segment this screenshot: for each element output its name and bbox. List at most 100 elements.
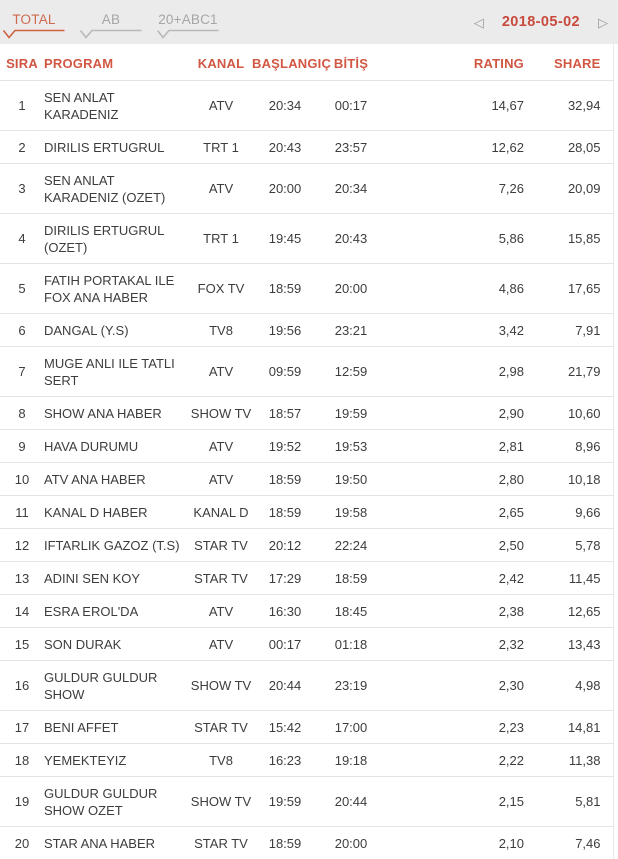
row-rank: 10 bbox=[0, 462, 44, 496]
tab-ab-label: AB bbox=[101, 12, 121, 27]
row-channel: FOX TV bbox=[190, 263, 252, 314]
tab-bar: TOTAL AB 20+ABC1 ◁ 2018-05-02 ▷ bbox=[0, 0, 618, 44]
row-channel: ATV bbox=[190, 429, 252, 463]
row-program: STAR ANA HABER bbox=[44, 826, 190, 859]
row-channel: STAR TV bbox=[190, 826, 252, 859]
row-share: 5,78 bbox=[524, 528, 613, 562]
row-rating: 2,81 bbox=[384, 429, 524, 463]
row-end-time: 22:24 bbox=[318, 528, 384, 562]
row-rating: 7,26 bbox=[384, 163, 524, 214]
row-program: YEMEKTEYIZ bbox=[44, 743, 190, 777]
row-end-time: 18:45 bbox=[318, 594, 384, 628]
table-row: 2 DIRILIS ERTUGRUL TRT 1 20:43 23:57 12,… bbox=[0, 130, 613, 164]
row-share: 12,65 bbox=[524, 594, 613, 628]
ratings-table: SIRA PROGRAM KANAL BAŞLANGIÇ BİTİŞ RATIN… bbox=[0, 44, 614, 859]
row-start-time: 19:56 bbox=[252, 313, 318, 347]
tab-20abc1[interactable]: 20+ABC1 bbox=[157, 5, 219, 39]
row-program: DIRILIS ERTUGRUL (OZET) bbox=[44, 213, 190, 264]
row-program: IFTARLIK GAZOZ (T.S) bbox=[44, 528, 190, 562]
row-program: ADINI SEN KOY bbox=[44, 561, 190, 595]
row-program: BENI AFFET bbox=[44, 710, 190, 744]
row-end-time: 23:57 bbox=[318, 130, 384, 164]
row-start-time: 18:57 bbox=[252, 396, 318, 430]
tab-total[interactable]: TOTAL bbox=[3, 5, 65, 39]
row-end-time: 20:43 bbox=[318, 213, 384, 264]
row-end-time: 20:00 bbox=[318, 263, 384, 314]
row-rank: 16 bbox=[0, 660, 44, 711]
row-share: 5,81 bbox=[524, 776, 613, 827]
row-rank: 20 bbox=[0, 826, 44, 859]
tab-20abc1-label: 20+ABC1 bbox=[158, 12, 218, 27]
row-start-time: 17:29 bbox=[252, 561, 318, 595]
table-row: 8 SHOW ANA HABER SHOW TV 18:57 19:59 2,9… bbox=[0, 396, 613, 430]
table-row: 16 GULDUR GULDUR SHOW SHOW TV 20:44 23:1… bbox=[0, 660, 613, 711]
row-rating: 2,90 bbox=[384, 396, 524, 430]
row-start-time: 16:30 bbox=[252, 594, 318, 628]
row-start-time: 19:45 bbox=[252, 213, 318, 264]
row-rating: 2,30 bbox=[384, 660, 524, 711]
column-header-program: PROGRAM bbox=[44, 44, 190, 81]
table-row: 14 ESRA EROL'DA ATV 16:30 18:45 2,38 12,… bbox=[0, 594, 613, 628]
row-rating: 2,42 bbox=[384, 561, 524, 595]
row-start-time: 18:59 bbox=[252, 263, 318, 314]
row-program: SEN ANLAT KARADENIZ bbox=[44, 80, 190, 131]
row-channel: TRT 1 bbox=[190, 130, 252, 164]
row-program: SHOW ANA HABER bbox=[44, 396, 190, 430]
row-rank: 18 bbox=[0, 743, 44, 777]
row-rating: 2,22 bbox=[384, 743, 524, 777]
row-start-time: 20:44 bbox=[252, 660, 318, 711]
row-rank: 2 bbox=[0, 130, 44, 164]
previous-date-arrow-icon[interactable]: ◁ bbox=[473, 14, 484, 30]
row-rating: 2,32 bbox=[384, 627, 524, 661]
row-rating: 2,23 bbox=[384, 710, 524, 744]
row-end-time: 19:53 bbox=[318, 429, 384, 463]
row-channel: ATV bbox=[190, 627, 252, 661]
tab-underline-check-icon bbox=[80, 29, 142, 39]
row-channel: STAR TV bbox=[190, 561, 252, 595]
row-start-time: 20:00 bbox=[252, 163, 318, 214]
row-rating: 5,86 bbox=[384, 213, 524, 264]
row-program: GULDUR GULDUR SHOW OZET bbox=[44, 776, 190, 827]
row-channel: TV8 bbox=[190, 313, 252, 347]
row-start-time: 20:34 bbox=[252, 80, 318, 131]
table-row: 13 ADINI SEN KOY STAR TV 17:29 18:59 2,4… bbox=[0, 561, 613, 595]
row-share: 8,96 bbox=[524, 429, 613, 463]
table-row: 11 KANAL D HABER KANAL D 18:59 19:58 2,6… bbox=[0, 495, 613, 529]
table-row: 12 IFTARLIK GAZOZ (T.S) STAR TV 20:12 22… bbox=[0, 528, 613, 562]
table-row: 6 DANGAL (Y.S) TV8 19:56 23:21 3,42 7,91 bbox=[0, 313, 613, 347]
row-program: MUGE ANLI ILE TATLI SERT bbox=[44, 346, 190, 397]
row-rank: 19 bbox=[0, 776, 44, 827]
row-rank: 6 bbox=[0, 313, 44, 347]
row-rating: 12,62 bbox=[384, 130, 524, 164]
row-rating: 2,15 bbox=[384, 776, 524, 827]
row-program: FATIH PORTAKAL ILE FOX ANA HABER bbox=[44, 263, 190, 314]
table-row: 9 HAVA DURUMU ATV 19:52 19:53 2,81 8,96 bbox=[0, 429, 613, 463]
row-channel: SHOW TV bbox=[190, 776, 252, 827]
row-program: KANAL D HABER bbox=[44, 495, 190, 529]
row-start-time: 16:23 bbox=[252, 743, 318, 777]
row-rank: 14 bbox=[0, 594, 44, 628]
row-share: 17,65 bbox=[524, 263, 613, 314]
row-channel: ATV bbox=[190, 80, 252, 131]
row-share: 10,60 bbox=[524, 396, 613, 430]
row-program: SEN ANLAT KARADENIZ (OZET) bbox=[44, 163, 190, 214]
row-rank: 8 bbox=[0, 396, 44, 430]
next-date-arrow-icon[interactable]: ▷ bbox=[598, 14, 608, 30]
row-share: 11,38 bbox=[524, 743, 613, 777]
row-rating: 14,67 bbox=[384, 80, 524, 131]
table-row: 15 SON DURAK ATV 00:17 01:18 2,32 13,43 bbox=[0, 627, 613, 661]
row-program: DIRILIS ERTUGRUL bbox=[44, 130, 190, 164]
tab-ab[interactable]: AB bbox=[80, 5, 142, 39]
row-rank: 11 bbox=[0, 495, 44, 529]
row-end-time: 01:18 bbox=[318, 627, 384, 661]
row-rank: 17 bbox=[0, 710, 44, 744]
table-row: 19 GULDUR GULDUR SHOW OZET SHOW TV 19:59… bbox=[0, 776, 613, 827]
row-share: 28,05 bbox=[524, 130, 613, 164]
row-channel: STAR TV bbox=[190, 528, 252, 562]
row-program: DANGAL (Y.S) bbox=[44, 313, 190, 347]
table-row: 3 SEN ANLAT KARADENIZ (OZET) ATV 20:00 2… bbox=[0, 163, 613, 214]
row-end-time: 19:59 bbox=[318, 396, 384, 430]
row-end-time: 17:00 bbox=[318, 710, 384, 744]
row-channel: TV8 bbox=[190, 743, 252, 777]
row-start-time: 18:59 bbox=[252, 462, 318, 496]
